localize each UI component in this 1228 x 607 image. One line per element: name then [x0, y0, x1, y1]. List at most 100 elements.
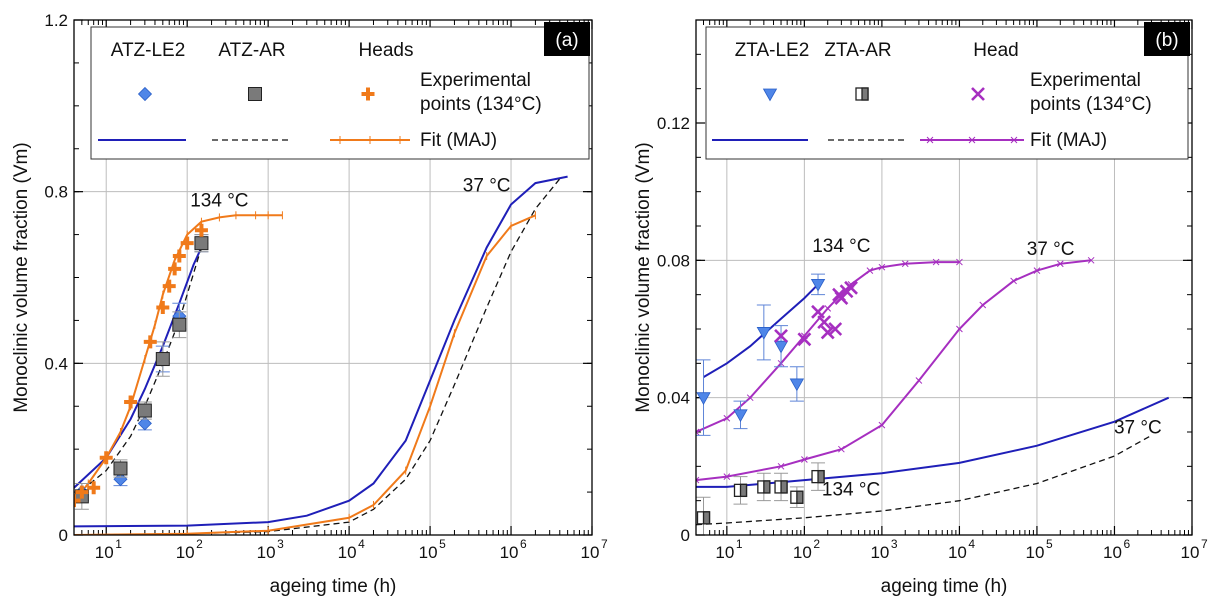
- y-tick-label: 0.12: [657, 114, 690, 133]
- data-point: [137, 416, 152, 431]
- legend-header: ATZ-LE2: [111, 40, 186, 61]
- data-point: [172, 317, 187, 332]
- x-axis-label: ageing time (h): [270, 576, 397, 597]
- panel-label: (b): [1155, 30, 1178, 51]
- line-tick-marker: [1033, 267, 1041, 274]
- line-tick-marker: [956, 258, 963, 266]
- x-tick-label: 10: [1025, 543, 1044, 562]
- data-point: [194, 223, 208, 237]
- data-point: [789, 378, 805, 392]
- x-tick-exponent: 4: [968, 537, 975, 551]
- legend-fit-label: Fit (MAJ): [1030, 130, 1107, 151]
- y-tick-label: 0.04: [657, 389, 690, 408]
- legend-header: Head: [973, 40, 1018, 61]
- x-tick-label: 10: [793, 543, 812, 562]
- series-line: [696, 261, 960, 433]
- line-tick-marker: [696, 428, 700, 436]
- y-axis-label: Monoclinic volume fraction (Vm): [633, 142, 654, 412]
- x-tick-exponent: 5: [1046, 537, 1053, 551]
- data-point: [113, 461, 128, 476]
- data-point: [820, 325, 835, 340]
- data-point: [143, 335, 157, 349]
- series-line: [74, 178, 561, 535]
- series-line: [74, 214, 536, 535]
- x-tick-exponent: 7: [601, 537, 608, 551]
- data-point: [87, 481, 101, 495]
- line-tick-marker: [824, 305, 832, 312]
- data-point: [844, 280, 858, 295]
- legend-marker: [762, 88, 778, 102]
- legend-marker: [361, 87, 375, 101]
- chart-annotation: 134 °C: [812, 236, 870, 257]
- legend-experimental-label: points (134°C): [420, 94, 542, 115]
- legend-marker: [971, 87, 985, 101]
- line-tick-marker: [696, 476, 700, 484]
- data-point: [811, 469, 825, 484]
- plot-area: [74, 175, 568, 535]
- data-point: [168, 262, 182, 276]
- x-tick-label: 10: [500, 543, 519, 562]
- data-point: [774, 480, 788, 494]
- data-point: [774, 328, 788, 343]
- chart-annotation: 37 °C: [1114, 418, 1162, 439]
- legend-header: ZTA-LE2: [735, 40, 810, 61]
- panel-label: (a): [555, 30, 578, 51]
- line-tick-marker: [866, 267, 874, 274]
- chart-annotation: 134 °C: [190, 191, 248, 212]
- data-point: [172, 249, 186, 263]
- data-point: [733, 483, 748, 498]
- line-tick-marker: [838, 445, 845, 453]
- panel-label-badge: [544, 22, 590, 56]
- data-point: [811, 304, 825, 319]
- series-line: [74, 175, 568, 528]
- line-tick-marker: [723, 414, 731, 422]
- plot-frame: [695, 19, 1193, 536]
- y-axis-label: Monoclinic volume fraction (Vm): [11, 142, 32, 412]
- y-tick-label: 1.2: [44, 11, 68, 30]
- legend-experimental-label: points (134°C): [1030, 94, 1152, 115]
- legend-experimental-label: Experimental: [420, 70, 531, 91]
- line-tick-marker: [1056, 260, 1064, 268]
- x-tick-exponent: 1: [736, 537, 743, 551]
- plot-frame: [73, 19, 593, 536]
- series-line: [696, 434, 1152, 526]
- data-point: [74, 494, 81, 508]
- legend-header: Heads: [359, 40, 414, 61]
- x-tick-label: 10: [1103, 543, 1122, 562]
- series-line: [74, 247, 203, 497]
- line-tick-marker: [777, 462, 785, 470]
- panel-b-chart: 10 1 10 2 10 3 10 4 10 5 10 6 10 700.040.080.12ageing…: [633, 19, 1208, 597]
- legend-marker: [137, 86, 153, 102]
- line-tick-marker: [1010, 277, 1017, 285]
- legend-header: ATZ-AR: [218, 40, 285, 61]
- data-point: [696, 392, 711, 405]
- panel-label-badge: [1144, 22, 1190, 56]
- legend-line-tick: [968, 136, 976, 144]
- data-point: [137, 403, 152, 418]
- line-tick-marker: [801, 456, 808, 463]
- x-tick-exponent: 6: [520, 537, 527, 551]
- data-point: [817, 315, 832, 330]
- x-tick-label: 10: [581, 543, 600, 562]
- series-line: [74, 247, 203, 489]
- legend: ZTA-LE2 ZTA-AR Head Experimental points (134…: [705, 26, 1189, 160]
- line-tick-marker: [1087, 256, 1095, 264]
- legend-line-tick: [1010, 136, 1018, 144]
- x-tick-exponent: 2: [813, 537, 820, 551]
- data-point: [194, 236, 209, 251]
- plot-area: [696, 256, 1170, 535]
- legend: ATZ-LE2 ATZ-AR Heads Experimental points (13…: [90, 26, 590, 160]
- line-tick-marker: [878, 263, 886, 271]
- x-tick-exponent: 1: [115, 537, 122, 551]
- legend-marker: [855, 87, 869, 101]
- data-point: [696, 511, 711, 525]
- data-point: [99, 451, 113, 465]
- x-tick-exponent: 2: [196, 537, 203, 551]
- line-tick-marker: [878, 421, 886, 429]
- legend-line-tick: [926, 136, 934, 144]
- x-tick-exponent: 4: [358, 537, 365, 551]
- x-tick-label: 10: [257, 543, 276, 562]
- data-point: [810, 278, 826, 292]
